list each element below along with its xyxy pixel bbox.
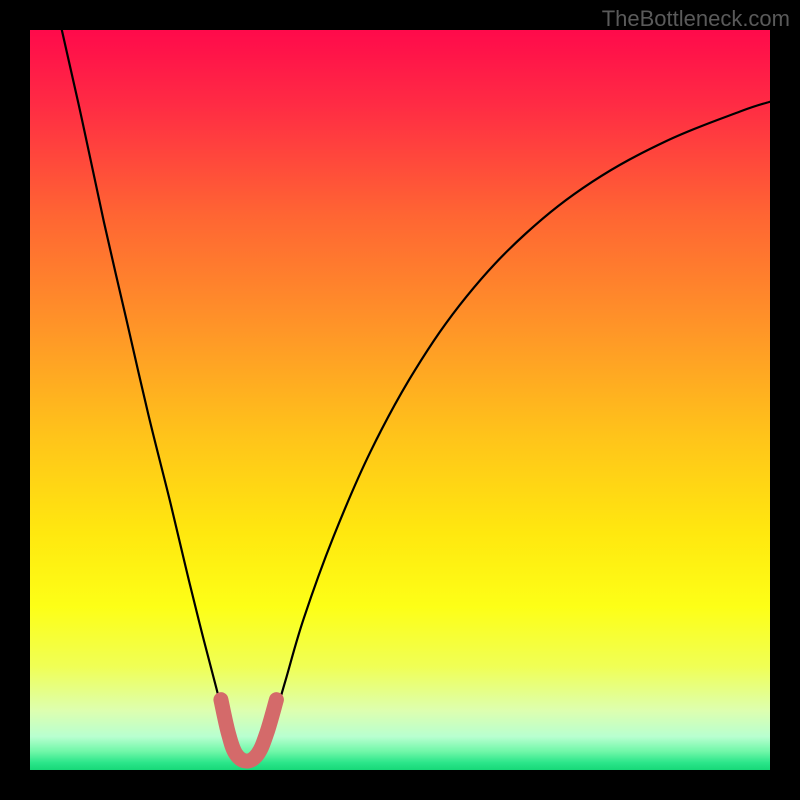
plot-area <box>30 30 770 770</box>
chart-frame: TheBottleneck.com <box>0 0 800 800</box>
watermark-text: TheBottleneck.com <box>602 6 790 32</box>
plot-svg <box>30 30 770 770</box>
gradient-background <box>30 30 770 770</box>
